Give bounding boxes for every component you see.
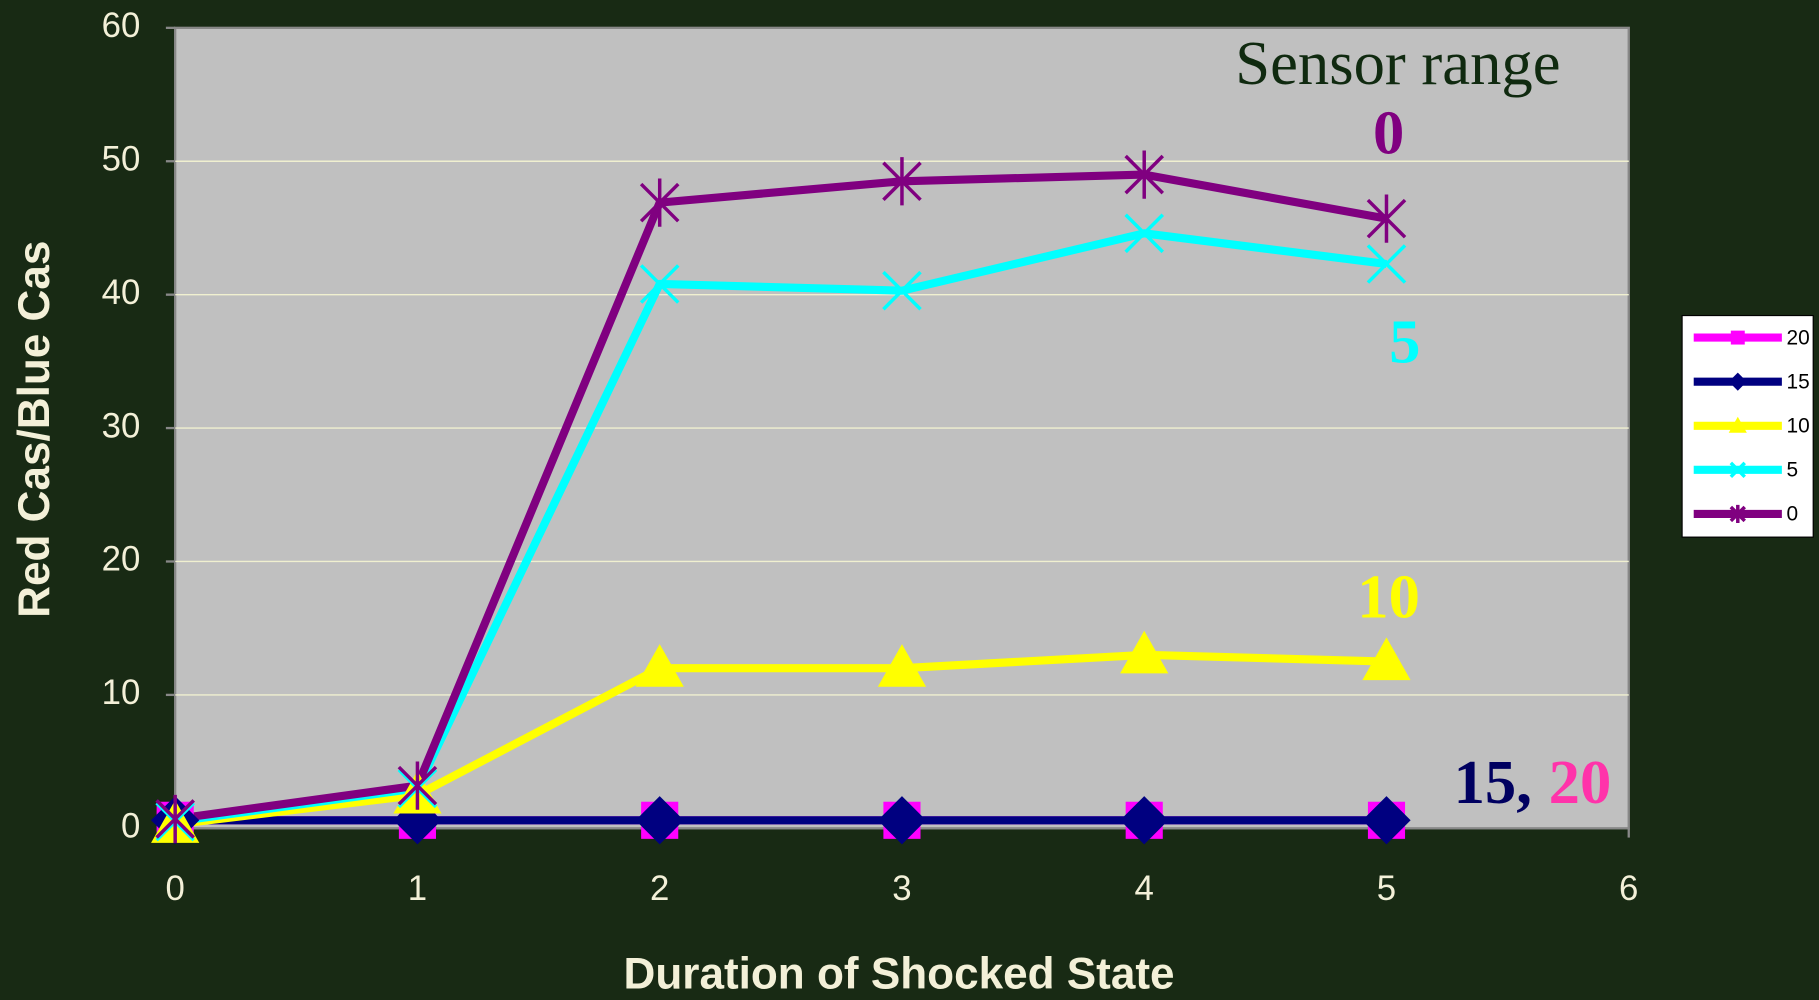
y-tick-label: 50 [102, 139, 141, 178]
y-tick-label: 30 [102, 406, 141, 445]
y-tick-label: 0 [121, 806, 140, 845]
marker [1729, 504, 1746, 523]
x-tick-label: 3 [892, 869, 911, 908]
legend-label: 20 [1787, 326, 1810, 349]
marker [1362, 796, 1411, 845]
marker [1120, 796, 1169, 845]
marker [1366, 194, 1407, 243]
x-tick-label: 5 [1377, 869, 1396, 908]
legend-label: 0 [1787, 503, 1799, 526]
marker [639, 178, 680, 227]
marker [1729, 461, 1746, 479]
marker [882, 270, 922, 311]
x-tick-label: 2 [650, 869, 669, 908]
annotation: 0 [1373, 98, 1404, 168]
marker [1366, 244, 1407, 284]
y-tick-label: 60 [102, 6, 141, 45]
x-tick-label: 6 [1619, 869, 1638, 908]
marker [877, 644, 927, 687]
y-tick-label: 10 [102, 673, 141, 712]
marker [882, 157, 922, 206]
series-line [174, 170, 1388, 823]
x-axis-label: Duration of Shocked State [624, 949, 1175, 998]
marker [155, 794, 195, 844]
y-axis-label: Red Cas/Blue Cas [10, 241, 59, 618]
marker [1728, 372, 1747, 391]
marker [397, 761, 438, 810]
marker [1730, 330, 1745, 345]
marker [1124, 213, 1165, 254]
annotation: , [1516, 747, 1532, 817]
marker [1362, 637, 1411, 681]
annotation: 20 [1549, 747, 1612, 817]
x-tick-label: 1 [408, 869, 427, 908]
annotation: 10 [1357, 562, 1420, 632]
series-line [174, 650, 1387, 829]
y-tick-label: 40 [102, 273, 141, 312]
marker [639, 264, 680, 304]
legend-label: 5 [1787, 459, 1799, 482]
x-tick-label: 4 [1135, 869, 1154, 908]
marker [1728, 416, 1747, 433]
marker [635, 796, 684, 845]
annotation: 5 [1389, 306, 1420, 376]
x-tick-label: 0 [165, 869, 184, 908]
marker [1124, 150, 1165, 199]
legend-label: 15 [1787, 370, 1810, 393]
annotation: Sensor range [1235, 28, 1560, 98]
marker [635, 644, 684, 687]
marker [1120, 630, 1169, 674]
legend-label: 10 [1787, 414, 1810, 437]
y-tick-label: 20 [102, 540, 141, 579]
annotation: 15 [1454, 747, 1517, 817]
